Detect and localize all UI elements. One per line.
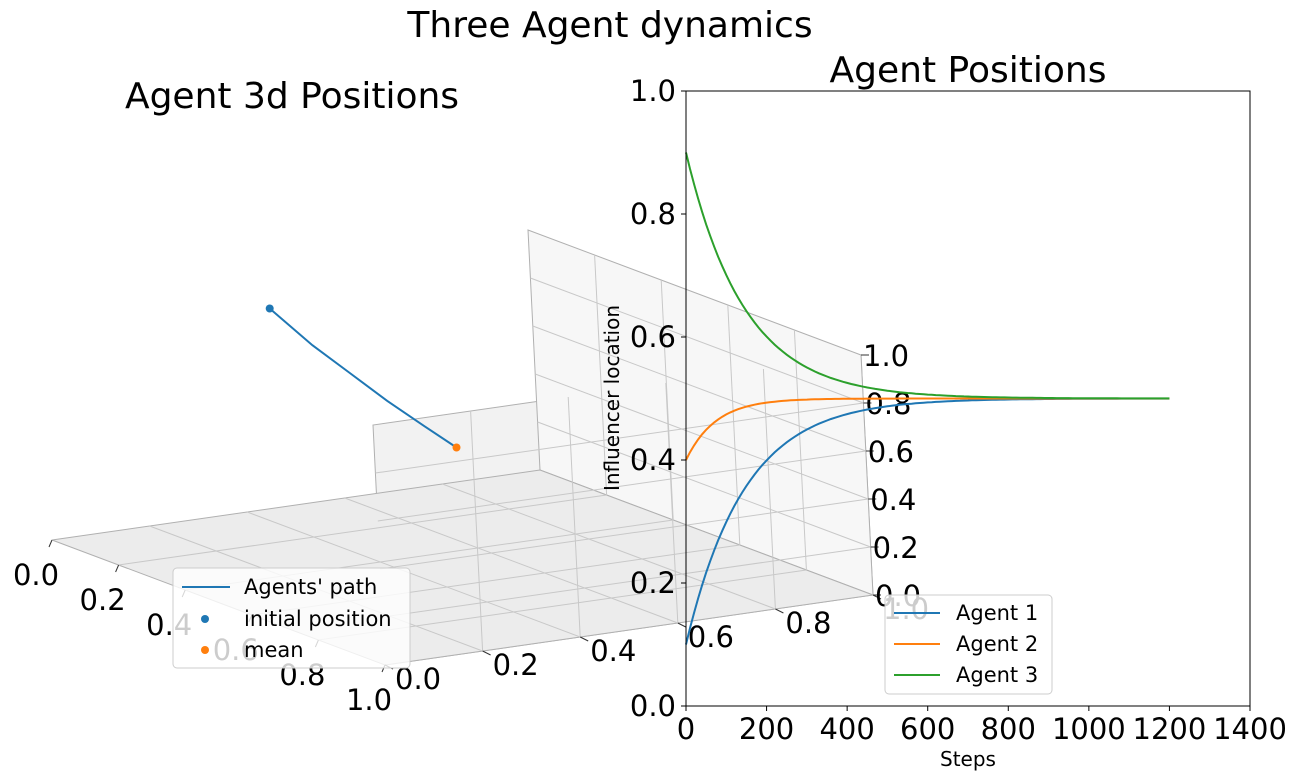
legend-2d-frame [884, 594, 1053, 695]
x-tick-label: 1000 [1052, 712, 1126, 746]
y-tick-label: 0.6 [630, 320, 676, 354]
legend-agent-1-label: Agent 1 [956, 601, 1038, 625]
x-tick-label: 400 [819, 712, 874, 746]
side-gridline-z [537, 421, 871, 548]
y-tick-label: 0.2 [493, 648, 539, 682]
agents-path-line [269, 307, 458, 449]
series-line-agent-3 [685, 152, 1170, 400]
back-gridline-y [762, 368, 776, 610]
plot-frame [685, 90, 1251, 707]
legend-agent-3-label: Agent 3 [956, 663, 1038, 687]
x-axis-label: Steps [940, 747, 996, 771]
floor-gridline-x [118, 494, 607, 566]
x-tick-mark [115, 564, 120, 573]
legend-2d: Agent 1 Agent 2 Agent 3 [884, 594, 1053, 695]
x-tick-label: 0 [677, 712, 695, 746]
side-gridline-z [535, 373, 869, 500]
panel-2d: Agent Positions 0 200 400 600 800 1000 1200 140… [600, 50, 1287, 771]
floor-gridline-y [442, 483, 776, 610]
y-tick-label: 1.0 [630, 74, 676, 108]
panel-3d-title: Agent 3d Positions [125, 76, 459, 117]
2d-series [685, 152, 1170, 645]
z-tick-label: 0.6 [868, 435, 914, 469]
x-tick-label: 600 [900, 712, 955, 746]
y-tick-label: 0.4 [630, 443, 676, 477]
side-gridline-z [532, 325, 866, 452]
x-tick-label: 1.0 [346, 683, 392, 717]
floor-gridline-y [344, 497, 678, 624]
back-gridline-z [380, 498, 869, 570]
x-tick-mark [48, 539, 53, 548]
x-tick-label: 1200 [1133, 712, 1207, 746]
y-tick-label: 0.2 [630, 566, 676, 600]
y-tick-mark [775, 608, 784, 614]
side-gridline-x [660, 279, 674, 521]
legend-3d: Agents' path initial position mean [172, 567, 411, 669]
figure-suptitle: Three Agent dynamics [406, 5, 812, 46]
y-tick-mark [579, 636, 589, 642]
back-gridline-z [382, 546, 871, 618]
y-tick-label: 0.8 [785, 606, 831, 640]
legend-3d-frame [172, 567, 411, 669]
mean-point [452, 443, 461, 452]
y-tick-label: 0.4 [590, 634, 636, 668]
side-gridline-x [793, 329, 807, 571]
back-gridline-z [377, 450, 866, 522]
legend-agent-2-label: Agent 2 [956, 632, 1038, 656]
legend-3d-path-label: Agents' path [244, 575, 377, 599]
y-tick-mark [482, 650, 491, 656]
y-tick-label: 0.0 [630, 689, 676, 723]
panel-2d-title: Agent Positions [830, 50, 1107, 91]
side-gridline-x [594, 254, 608, 496]
back-gridline-y [665, 382, 679, 624]
initial-position-point [265, 304, 274, 313]
legend-3d-mean-label: mean [244, 638, 304, 662]
y-axis-label: Influencer location [600, 305, 624, 491]
side-gridline-z [530, 277, 864, 404]
x-tick-label: 200 [739, 712, 794, 746]
y-tick-label: 0.6 [688, 620, 734, 654]
legend-3d-mean-swatch [201, 646, 209, 654]
legend-3d-initial-swatch [201, 615, 209, 623]
2d-ticks: 0 200 400 600 800 1000 1200 1400 0.0 0.2 0.4 0.6 0.8… [630, 74, 1287, 746]
x-tick-label: 0.0 [13, 558, 59, 592]
back-gridline-y [567, 396, 581, 638]
x-tick-label: 0.2 [80, 583, 126, 617]
3d-data [265, 304, 461, 452]
floor-gridline-y [247, 511, 581, 638]
z-tick-label: 0.2 [873, 531, 919, 565]
panel-3d: Agent 3d Positions 0.00.20.40.60.81.00.0… [13, 76, 929, 717]
x-tick-label: 1400 [1213, 712, 1287, 746]
y-tick-mark [872, 594, 882, 600]
y-tick-mark [677, 622, 687, 628]
back-gridline-z [375, 402, 864, 474]
side-gridline-x [727, 304, 741, 546]
z-tick-label: 1.0 [863, 339, 909, 373]
back-gridline-y [470, 410, 484, 652]
x-tick-label: 800 [981, 712, 1036, 746]
y-tick-label: 0.8 [630, 197, 676, 231]
z-tick-label: 0.4 [870, 483, 916, 517]
legend-3d-initial-label: initial position [244, 607, 392, 631]
